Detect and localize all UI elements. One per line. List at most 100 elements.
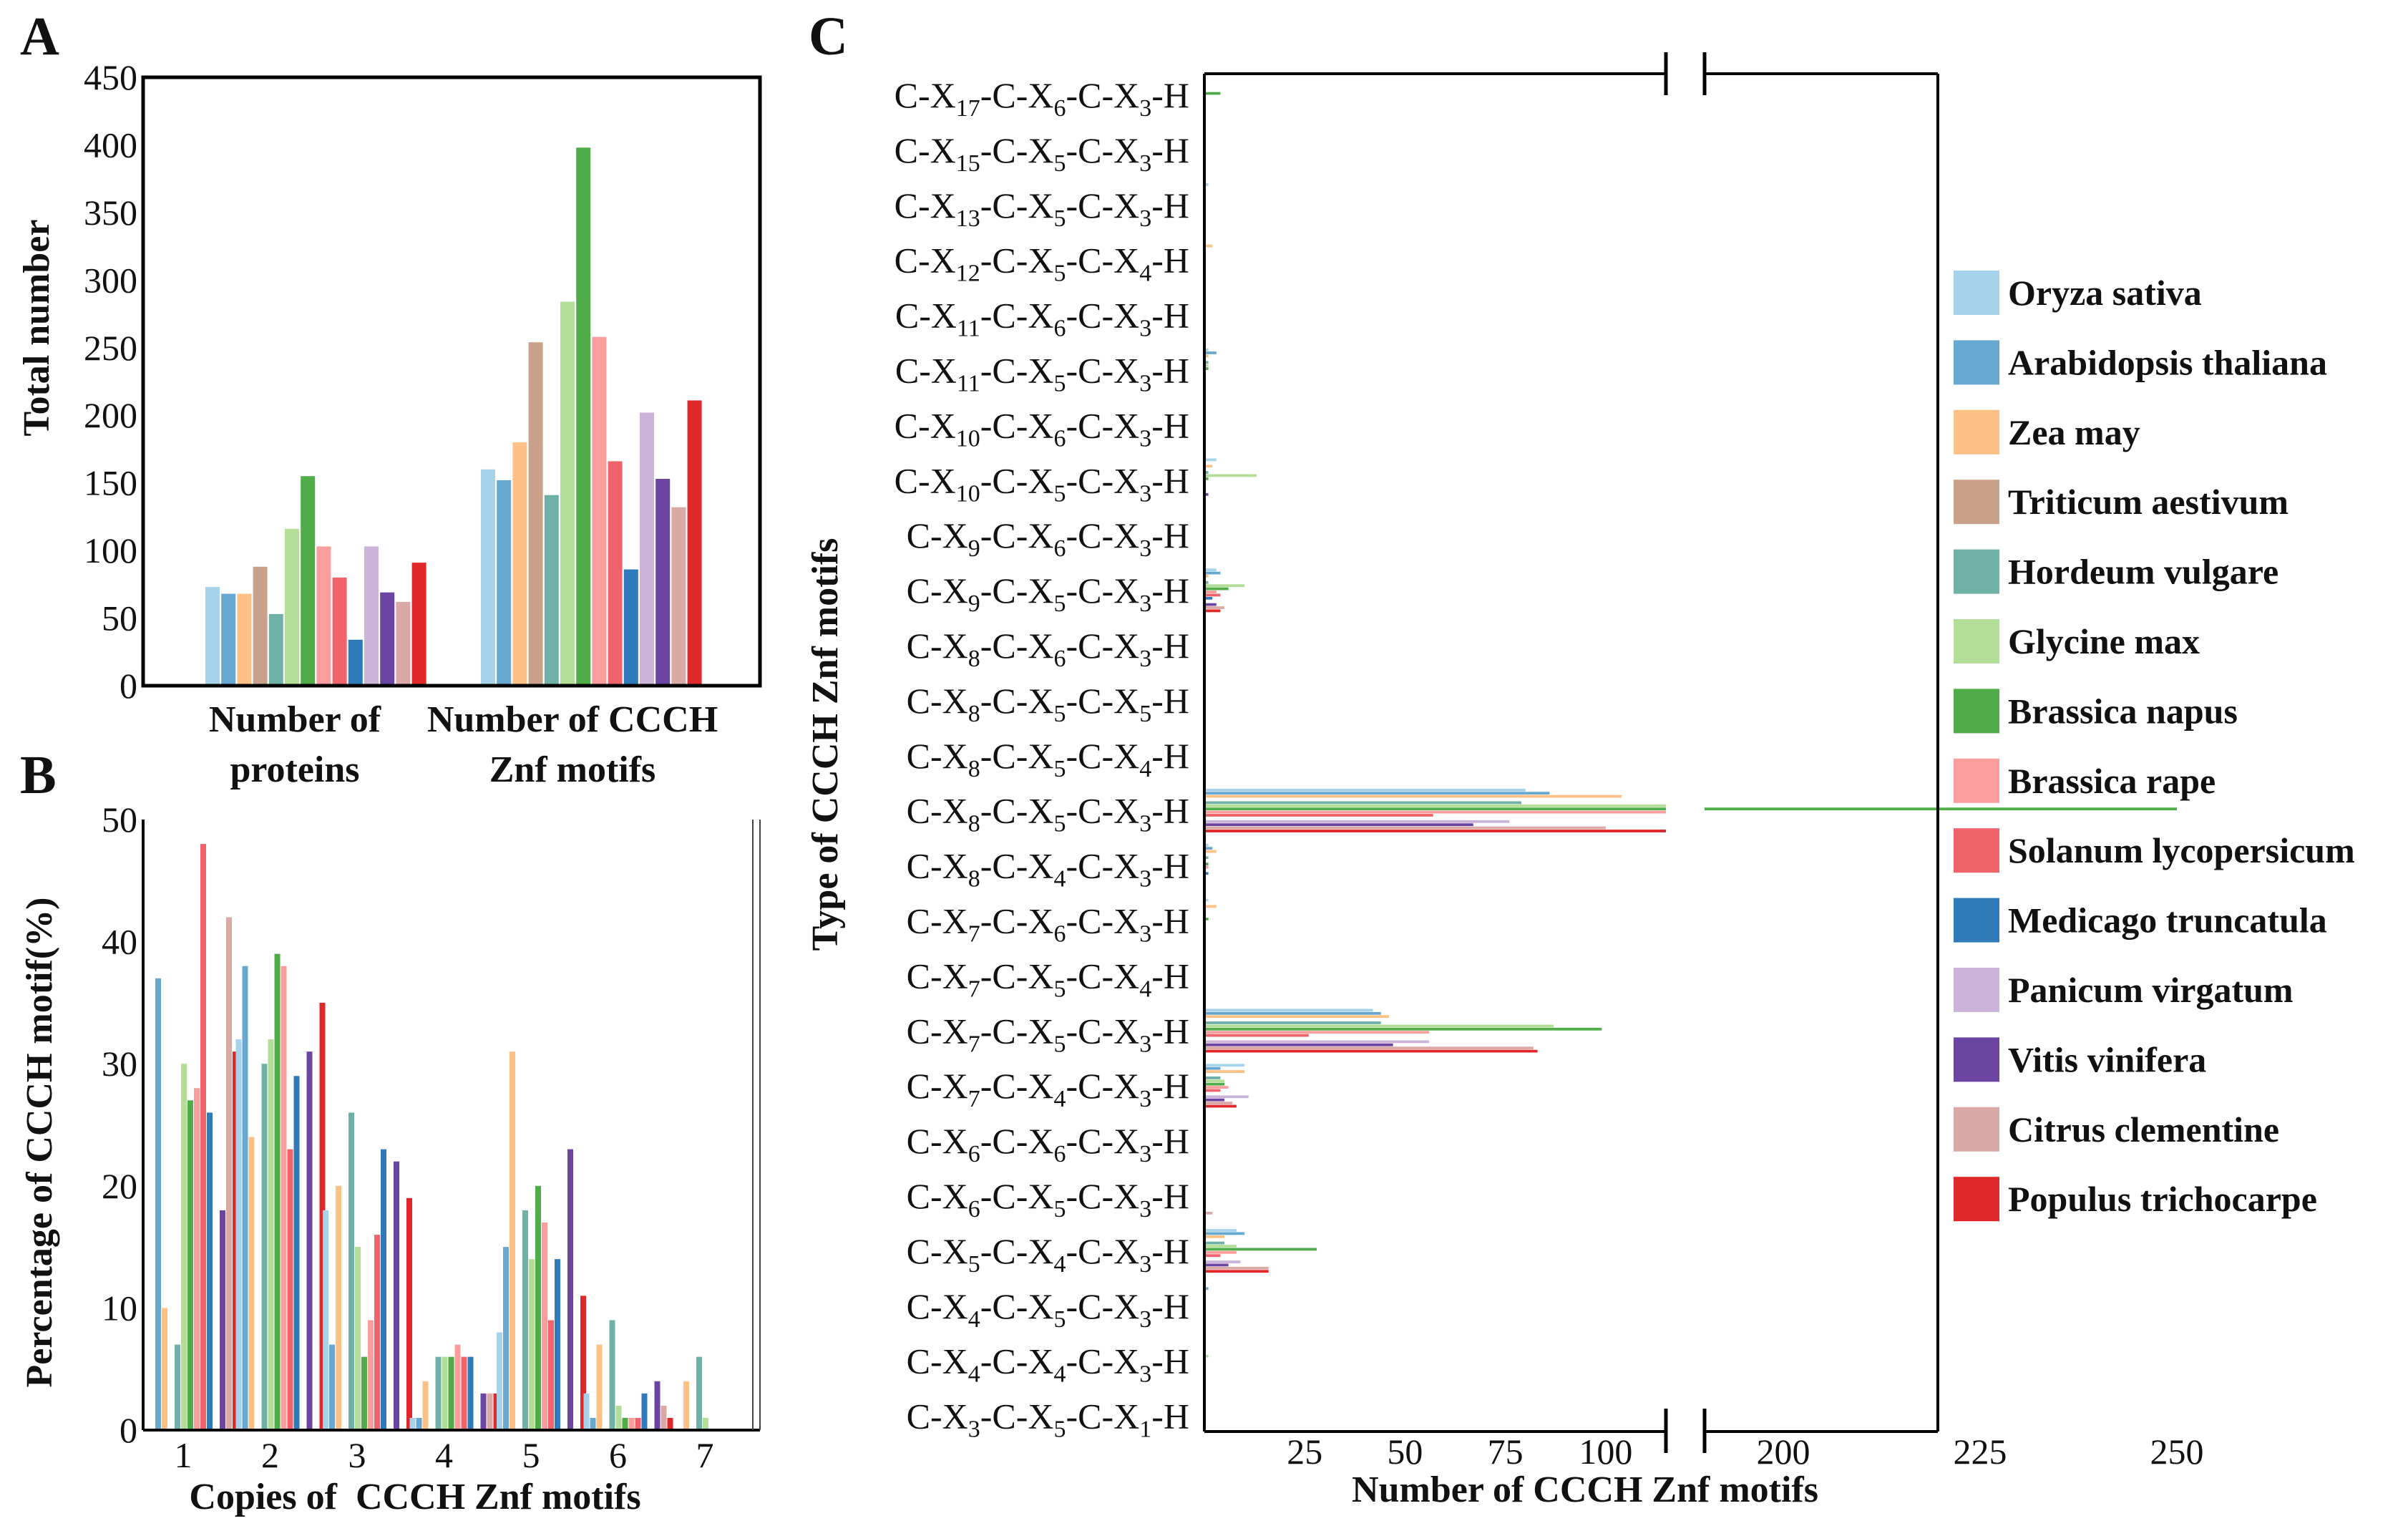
panel-b-bar-vitis-vinifera-1: [220, 1210, 225, 1430]
panel-c-bar-zea-may-row-22: [1204, 1235, 1225, 1238]
panel-c-bar-oryza-sativa-row-10: [1204, 568, 1217, 572]
panel-c-bar-vitis-vinifera-row-22: [1204, 1263, 1229, 1267]
legend-label-panicum-virgatum: Panicum virgatum: [2008, 970, 2294, 1010]
panel-b-bar-zea-may-6: [596, 1344, 603, 1430]
panel-a-y-tick-label: 200: [84, 395, 137, 435]
panel-c-bar-oryza-sativa-row-3: [1204, 183, 1209, 186]
panel-c-bar-zea-may-row-16: [1204, 905, 1217, 908]
panel-b-bar-brassica-rape-4: [454, 1344, 461, 1430]
panel-c-bars: [1204, 92, 2177, 1358]
panel-c-bar-solanum-lycopersicum-row-22: [1204, 1254, 1221, 1258]
panel-a-bar-vitis-vinifera-2: [655, 479, 671, 686]
legend-label-medicago-truncatula: Medicago truncatula: [2008, 900, 2327, 941]
panel-a-category-1-line-2: proteins: [230, 749, 359, 790]
panel-b-y-ticks: 0 10 20 30 40 50: [102, 800, 137, 1450]
panel-a-y-tick-label: 150: [84, 463, 137, 503]
panel-c-motif-label: C-X7-C-X5-C-X3-H: [907, 1011, 1189, 1057]
panel-b-y-tick-label: 40: [102, 922, 137, 962]
panel-b-bar-brassica-rape-1: [194, 1088, 200, 1430]
panel-b-bar-medicago-truncatula-6: [641, 1393, 648, 1430]
panel-c-bar-arabidopsis-thaliana-row-22: [1204, 1232, 1245, 1235]
panel-b-y-tick-label: 50: [102, 800, 137, 840]
panel-c-bar-vitis-vinifera-row-18: [1204, 1043, 1393, 1046]
panel-b-bar-brassica-napus-6: [622, 1417, 628, 1430]
panel-b-bar-vitis-vinifera-4: [480, 1393, 487, 1430]
panel-a-bar-brassica-rape-1: [316, 546, 331, 686]
panel-c-motif-label: C-X15-C-X5-C-X3-H: [895, 130, 1189, 177]
panel-b-bar-glycine-max-7: [703, 1417, 708, 1430]
panel-a-bar-glycine-max-2: [560, 301, 575, 686]
panel-c-bar-citrus-clementine-row-21: [1204, 1212, 1213, 1215]
panel-c-motif-label: C-X7-C-X4-C-X3-H: [907, 1066, 1189, 1112]
panel-a-bar-arabidopsis-thaliana-1: [221, 593, 236, 686]
legend-label-triticum-aestivum: Triticum aestivum: [2008, 482, 2288, 522]
panel-b-bar-zea-may-5: [510, 1051, 515, 1430]
panel-c-bar-brassica-rape-row-10: [1204, 591, 1217, 593]
panel-c-bar-glycine-max-row-8: [1204, 474, 1257, 477]
panel-a-category-1-line-1: Number of: [209, 699, 381, 740]
panel-c-bar-citrus-clementine-row-19: [1204, 1102, 1233, 1104]
panel-c-motif-label: C-X6-C-X5-C-X3-H: [907, 1176, 1189, 1223]
panel-c-bar-vitis-vinifera-row-10: [1204, 603, 1217, 606]
panel-c-bar-panicum-virgatum-row-19: [1204, 1095, 1249, 1099]
panel-c-motif-label: C-X6-C-X6-C-X3-H: [907, 1121, 1189, 1167]
panel-c-bar-zea-may-row-6: [1204, 354, 1209, 358]
panel-c-bar-brassica-napus-row-15: [1204, 862, 1209, 865]
panel-b-bar-oryza-sativa-5: [497, 1332, 502, 1430]
panel-c-x-tick-label: 225: [1954, 1432, 2007, 1472]
panel-c-frame: [1203, 52, 1939, 1453]
panel-b-bar-solanum-lycopersicum-6: [635, 1417, 641, 1430]
panel-c-bar-citrus-clementine-row-22: [1204, 1266, 1269, 1270]
panel-a-y-tick-label: 450: [84, 57, 137, 97]
panel-b-bar-zea-may-2: [248, 1137, 255, 1430]
panel-b-bar-citrus-clementine-4: [487, 1393, 493, 1430]
panel-c-letter: C: [809, 6, 848, 67]
panel-b-bar-hordeum-vulgare-4: [435, 1356, 442, 1430]
panel-b-bar-glycine-max-3: [355, 1247, 361, 1430]
legend-swatch-hordeum-vulgare: [1954, 549, 1999, 594]
panel-c-bar-hordeum-vulgare-row-19: [1204, 1077, 1221, 1079]
panel-c-motif-label: C-X8-C-X4-C-X3-H: [907, 846, 1189, 893]
panel-a-bar-citrus-clementine-1: [396, 601, 411, 686]
panel-c-bar-medicago-truncatula-row-10: [1204, 596, 1213, 600]
panel-c-bar-arabidopsis-thaliana-row-18: [1204, 1011, 1381, 1015]
panel-b-bar-solanum-lycopersicum-3: [374, 1235, 380, 1430]
legend-label-oryza-sativa: Oryza sativa: [2008, 273, 2202, 313]
legend-label-arabidopsis-thaliana: Arabidopsis thaliana: [2008, 342, 2327, 382]
panel-c-bar-oryza-sativa-row-6: [1204, 348, 1209, 351]
panel-b-y-tick-label: 0: [120, 1410, 137, 1450]
panel-a-bar-brassica-napus-1: [301, 476, 316, 686]
panel-b-bar-zea-may-7: [683, 1381, 689, 1430]
panel-c-bar-populus-trichocarpe-row-10: [1204, 609, 1221, 613]
panel-c-bar-brassica-rape-row-19: [1204, 1086, 1229, 1089]
legend-label-brassica-rape: Brassica rape: [2008, 761, 2216, 801]
panel-a-bar-populus-trichocarpe-2: [687, 400, 702, 686]
panel-c-bar-medicago-truncatula-row-15: [1204, 872, 1209, 875]
panel-b-bar-brassica-napus-2: [274, 953, 281, 1430]
panel-c-x-tick-label: 100: [1579, 1432, 1632, 1472]
panel-a-bar-vitis-vinifera-1: [380, 592, 395, 686]
panel-b-bar-hordeum-vulgare-7: [696, 1356, 702, 1430]
legend-label-zea-may: Zea may: [2008, 412, 2140, 452]
panel-c-bar-zea-may-row-19: [1204, 1070, 1245, 1073]
panel-c-motif-label: C-X7-C-X5-C-X4-H: [907, 956, 1189, 1002]
panel-b-bar-brassica-napus-3: [361, 1356, 367, 1430]
panel-b-bar-brassica-rape-6: [628, 1417, 635, 1430]
panel-b-bar-hordeum-vulgare-6: [609, 1320, 615, 1430]
panel-a-bar-medicago-truncatula-1: [348, 639, 363, 686]
panel-a-bar-panicum-virgatum-2: [640, 412, 654, 686]
panel-b-bar-glycine-max-5: [529, 1259, 535, 1430]
panel-a-letter: A: [20, 6, 59, 67]
panel-b-bar-arabidopsis-thaliana-1: [155, 978, 161, 1430]
panel-c-motif-label: C-X13-C-X5-C-X3-H: [895, 185, 1189, 232]
panel-b-x-tick-label: 7: [696, 1435, 714, 1475]
panel-b-bar-arabidopsis-thaliana-2: [242, 966, 248, 1430]
panel-b-bar-citrus-clementine-1: [226, 917, 232, 1430]
panel-b-bar-brassica-napus-1: [187, 1100, 193, 1430]
panel-b-x-ticks: 1 2 3 4 5 6 7: [175, 1435, 714, 1475]
panel-c-bar-solanum-lycopersicum-row-14: [1204, 814, 1433, 817]
panel-c-bar-arabidopsis-thaliana-row-15: [1204, 847, 1213, 850]
panel-b-bar-medicago-truncatula-5: [555, 1259, 560, 1430]
panel-c-bar-zea-may-row-14: [1204, 794, 1622, 798]
panel-b-bar-oryza-sativa-3: [323, 1210, 328, 1430]
